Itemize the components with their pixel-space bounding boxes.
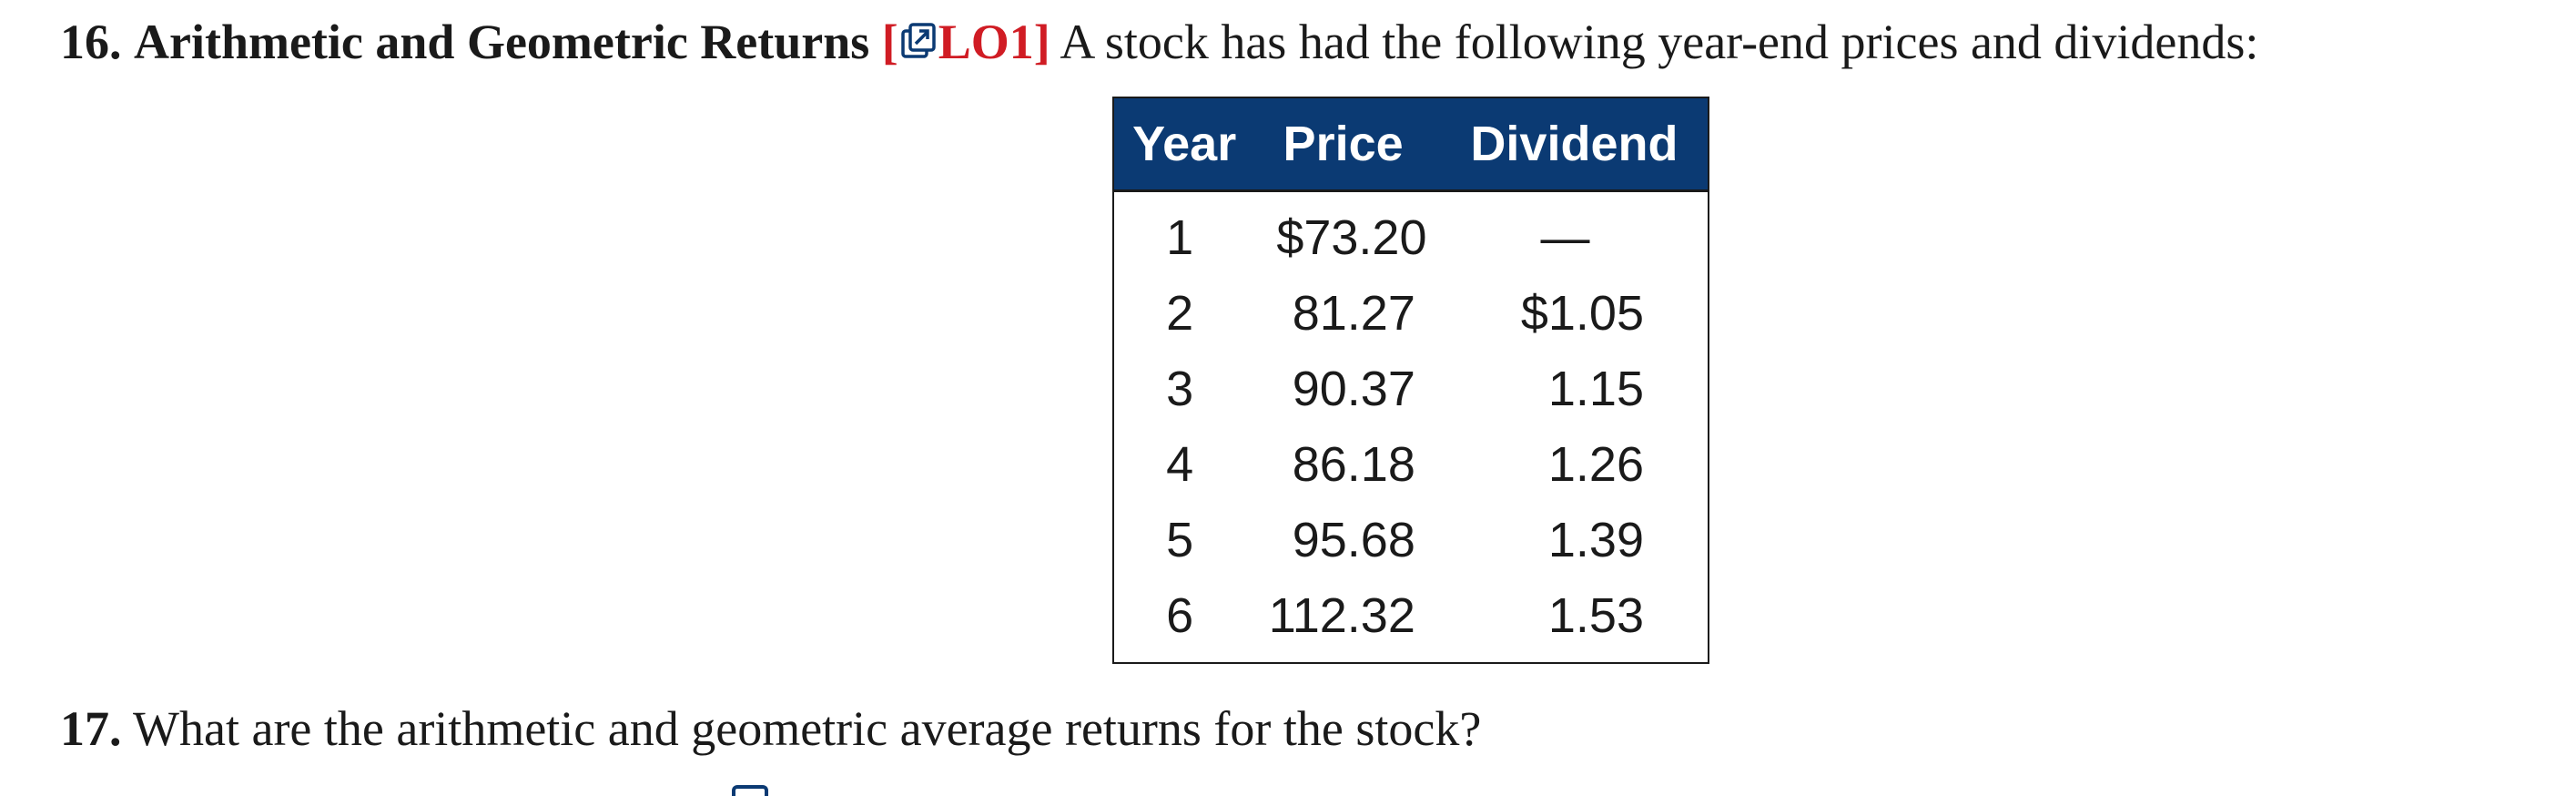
header-price: Price	[1245, 97, 1441, 192]
year-cell: 4	[1166, 436, 1194, 492]
price-dividend-table: Year Price Dividend 1 $73.20 — 2 81.27 $…	[1112, 97, 1709, 664]
table-row: 1 $73.20 —	[1113, 191, 1709, 276]
problem-title: Arithmetic and Geometric Returns	[134, 15, 870, 69]
table-row: 6 112.32 1.53	[1113, 577, 1709, 663]
problem-text: A stock has had the following year-end p…	[1060, 15, 2259, 69]
link-icon-partial[interactable]	[732, 785, 768, 796]
table-row: 5 95.68 1.39	[1113, 502, 1709, 577]
learning-objective-link[interactable]: [ LO1]	[882, 15, 1050, 69]
year-cell: 5	[1166, 512, 1194, 567]
question-text: What are the arithmetic and geometric av…	[133, 701, 1482, 756]
dividend-cell: 1.39	[1547, 512, 1644, 567]
table-header-row: Year Price Dividend	[1113, 97, 1709, 192]
problem-number: 16.	[60, 15, 122, 69]
external-link-icon[interactable]	[900, 22, 937, 62]
dividend-cell: $1.05	[1520, 285, 1644, 341]
dividend-cell: 1.53	[1547, 587, 1644, 643]
price-cell: $73.20	[1276, 209, 1427, 265]
year-cell: 2	[1166, 285, 1194, 341]
price-cell: 81.27	[1292, 285, 1415, 341]
table-row: 4 86.18 1.26	[1113, 426, 1709, 502]
problem-17-question: 17. What are the arithmetic and geometri…	[60, 692, 1481, 765]
question-number: 17.	[60, 701, 122, 756]
problem-16-heading: 16. Arithmetic and Geometric Returns [ LO…	[60, 5, 2258, 78]
price-cell: 112.32	[1268, 587, 1415, 643]
lo-label: LO1]	[938, 15, 1050, 69]
year-cell: 6	[1166, 587, 1194, 643]
table-row: 2 81.27 $1.05	[1113, 275, 1709, 351]
dividend-cell: 1.26	[1547, 436, 1644, 492]
price-cell: 90.37	[1292, 361, 1415, 416]
table-row: 3 90.37 1.15	[1113, 351, 1709, 426]
header-dividend: Dividend	[1440, 97, 1709, 192]
year-cell: 1	[1166, 209, 1194, 265]
header-year: Year	[1113, 97, 1246, 192]
year-cell: 3	[1166, 361, 1194, 416]
lo-open-bracket: [	[881, 15, 898, 69]
price-cell: 95.68	[1292, 512, 1415, 567]
price-cell: 86.18	[1292, 436, 1415, 492]
dividend-cell: —	[1540, 209, 1590, 265]
dividend-cell: 1.15	[1547, 361, 1644, 416]
